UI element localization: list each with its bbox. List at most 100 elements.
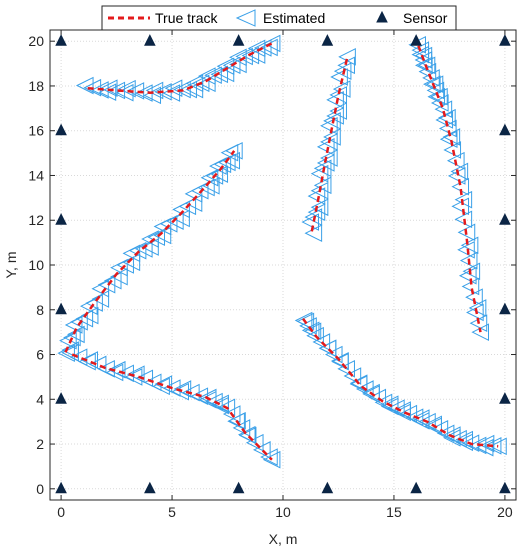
sensor-marker <box>410 34 422 46</box>
estimated-marker <box>489 437 507 456</box>
estimated-marker <box>191 74 210 93</box>
estimated-marker <box>225 142 243 160</box>
legend-sensor-swatch <box>376 10 388 23</box>
y-tick-label: 8 <box>36 302 44 318</box>
estimated-marker <box>198 388 217 407</box>
legend: True track Estimated Sensor <box>101 5 457 31</box>
sensor-marker <box>499 302 511 315</box>
estimated-marker <box>318 339 337 358</box>
estimated-marker <box>457 223 476 242</box>
sensor-marker <box>144 34 156 46</box>
estimated-marker <box>245 433 264 452</box>
estimated-marker <box>128 241 147 260</box>
estimated-marker <box>262 34 281 53</box>
legend-estimated-swatch <box>235 9 256 27</box>
estimated-marker <box>107 81 126 100</box>
y-tick-label: 4 <box>36 391 44 407</box>
true-track-line <box>71 353 273 461</box>
estimated-marker <box>61 343 79 362</box>
estimated-marker <box>313 176 332 195</box>
estimated-marker <box>247 39 266 58</box>
x-tick-label: 10 <box>275 504 291 520</box>
x-tick-label: 15 <box>386 504 402 520</box>
estimated-marker <box>450 162 469 181</box>
sensor-marker <box>499 481 511 494</box>
estimated-marker <box>241 46 260 65</box>
estimated-marker <box>80 306 99 325</box>
legend-sensor-label: Sensor <box>403 10 448 26</box>
estimated-marker <box>307 187 326 205</box>
sensor-marker <box>55 481 67 494</box>
estimated-marker <box>462 262 481 281</box>
estimated-marker <box>179 80 197 99</box>
estimated-marker <box>217 398 236 417</box>
estimated-marker <box>134 240 153 258</box>
estimated-marker <box>126 82 145 100</box>
estimated-marker <box>476 434 495 453</box>
estimated-marker <box>483 437 502 455</box>
estimated-marker <box>80 351 98 369</box>
data-layer <box>55 34 511 494</box>
estimated-marker <box>59 331 77 350</box>
grid <box>50 30 516 500</box>
estimated-marker <box>253 441 271 459</box>
sensor-marker <box>499 123 511 136</box>
estimated-marker <box>99 79 118 97</box>
estimated-marker <box>443 141 462 159</box>
x-tick-label: 5 <box>168 504 176 520</box>
true-track-line <box>87 42 273 94</box>
y-tick-label: 2 <box>36 436 44 452</box>
estimated-marker <box>301 213 320 231</box>
estimated-marker <box>326 91 344 109</box>
legend-estimated-label: Estimated <box>263 10 325 26</box>
estimated-marker <box>232 419 251 437</box>
estimated-marker <box>387 399 405 418</box>
estimated-marker <box>324 345 343 364</box>
estimated-marker <box>331 352 349 371</box>
y-tick-label: 18 <box>28 78 44 94</box>
estimated-marker <box>88 355 107 374</box>
true-track-line <box>64 150 236 353</box>
estimated-marker <box>320 149 338 167</box>
estimated-marker <box>304 224 323 243</box>
estimated-marker <box>460 236 479 255</box>
estimated-marker <box>173 80 191 99</box>
estimated-marker <box>323 128 341 146</box>
true-track-line <box>301 317 499 448</box>
estimated-marker <box>310 198 329 217</box>
estimated-marker <box>98 83 117 102</box>
estimated-marker <box>310 164 329 183</box>
estimated-marker <box>164 79 183 97</box>
estimated-marker <box>91 290 110 308</box>
estimated-marker <box>75 76 94 95</box>
y-axis-label: Y, m <box>3 252 19 279</box>
sensor-marker <box>321 481 334 494</box>
sensor-marker <box>499 34 511 46</box>
estimated-marker <box>211 394 229 413</box>
estimated-marker <box>337 360 355 378</box>
estimated-marker <box>343 367 362 385</box>
y-tick-label: 0 <box>36 481 44 497</box>
true-track-line <box>310 56 349 232</box>
sensor-marker <box>55 302 67 315</box>
estimated-marker <box>323 112 341 130</box>
estimated-marker <box>85 294 103 312</box>
estimated-marker <box>380 395 399 414</box>
estimated-marker <box>306 326 324 345</box>
estimated-marker <box>83 78 102 97</box>
sensor-marker <box>144 481 156 494</box>
estimated-marker <box>205 167 224 185</box>
estimated-marker <box>63 328 81 347</box>
estimated-marker <box>316 138 335 156</box>
y-tick-label: 16 <box>28 123 44 139</box>
estimated-marker <box>457 240 475 259</box>
sensor-marker <box>499 392 511 404</box>
sensor-marker <box>410 481 422 494</box>
estimated-marker <box>222 151 241 170</box>
estimated-marker <box>253 39 272 57</box>
true-track-line <box>417 45 482 333</box>
sensor-marker <box>232 34 245 46</box>
estimated-marker <box>162 84 181 102</box>
estimated-marker <box>222 405 241 423</box>
